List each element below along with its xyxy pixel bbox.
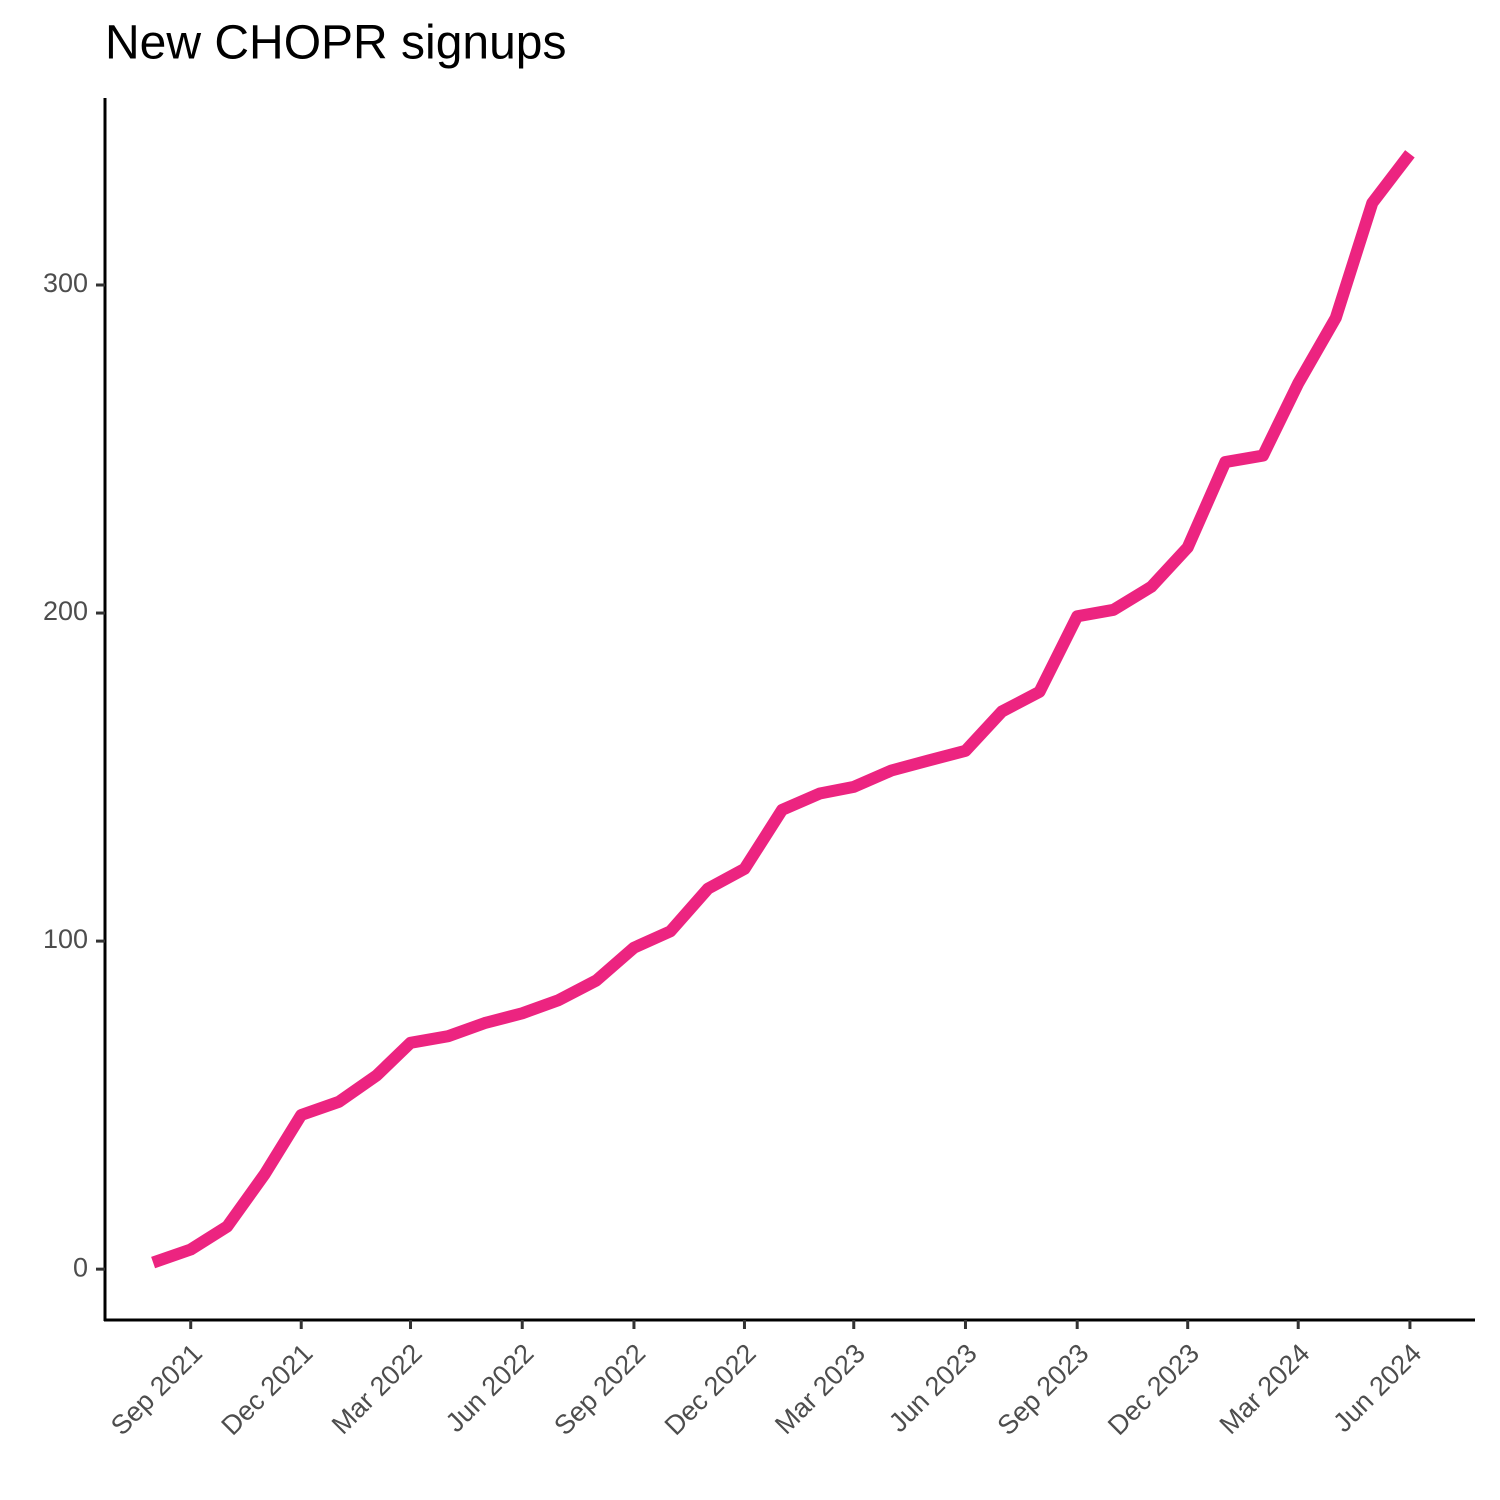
x-tick-label: Dec 2022: [659, 1338, 762, 1441]
x-tick-label: Dec 2021: [216, 1338, 319, 1441]
x-tick-label: Jun 2024: [1327, 1338, 1427, 1438]
x-tick-label: Sep 2023: [992, 1338, 1095, 1441]
x-tick-label: Sep 2022: [548, 1338, 651, 1441]
chart-title: New CHOPR signups: [105, 17, 566, 70]
x-tick-label: Dec 2023: [1102, 1338, 1205, 1441]
x-tick-label: Mar 2023: [769, 1338, 871, 1440]
y-tick-label: 300: [43, 268, 88, 298]
x-tick-label: Mar 2022: [326, 1338, 428, 1440]
x-tick-label: Mar 2024: [1214, 1338, 1316, 1440]
y-tick-label: 0: [73, 1252, 88, 1282]
x-tick-label: Jun 2022: [440, 1338, 540, 1438]
y-tick-label: 100: [43, 924, 88, 954]
signups-line: [151, 150, 1415, 1269]
x-tick-label: Jun 2023: [883, 1338, 983, 1438]
y-tick-label: 200: [43, 596, 88, 626]
x-tick-label: Sep 2021: [105, 1338, 208, 1441]
